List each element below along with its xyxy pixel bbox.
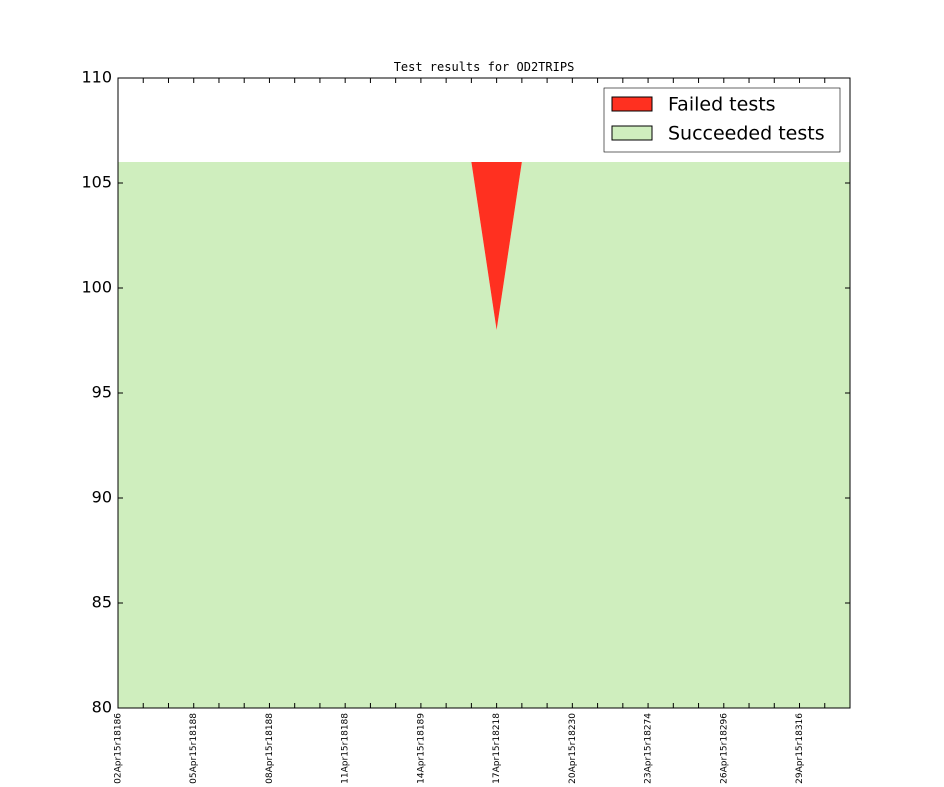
legend-label: Failed tests (668, 94, 776, 116)
area (118, 162, 850, 330)
chart-title: Test results for OD2TRIPS (394, 60, 575, 74)
x-tick-label: 17Apr15r18218 (492, 713, 502, 784)
x-tick-label: 02Apr15r18186 (114, 713, 124, 784)
y-tick-label: 95 (92, 383, 112, 402)
plot-area (118, 162, 850, 708)
y-tick-label: 100 (81, 278, 112, 297)
x-tick-label: 26Apr15r18296 (719, 713, 729, 784)
x-tick-label: 20Apr15r18230 (568, 713, 578, 784)
y-tick-label: 110 (81, 68, 112, 87)
y-tick-label: 80 (92, 698, 112, 717)
x-tick-label: 11Apr15r18188 (341, 713, 351, 784)
y-tick-label: 90 (92, 488, 112, 507)
y-tick-label: 105 (81, 173, 112, 192)
x-tick-label: 05Apr15r18188 (189, 713, 199, 784)
legend-label: Succeeded tests (668, 123, 825, 145)
y-tick-label: 85 (92, 593, 112, 612)
plot-frame (117, 77, 851, 709)
area (118, 162, 850, 708)
legend-swatch (611, 125, 653, 141)
x-tick-label: 29Apr15r18316 (795, 713, 805, 784)
x-tick-label: 23Apr15r18274 (644, 713, 654, 784)
x-tick-label: 08Apr15r18188 (265, 713, 275, 784)
x-tick-label: 14Apr15r18189 (416, 713, 426, 784)
legend-swatch (611, 96, 653, 112)
